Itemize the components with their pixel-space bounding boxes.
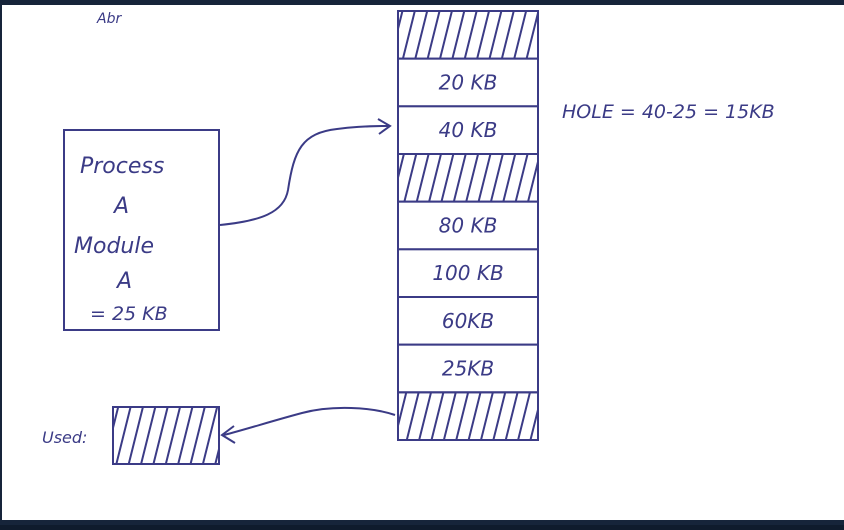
memory-block (397, 343, 539, 394)
memory-column: 20 KB 40 KB 80 KB 100 KB 60KB 25KB (397, 10, 539, 442)
memory-diagram: Abr 20 KB 40 KB 80 KB 100 KB 60KB 25KB HOLE =… (42, 10, 775, 465)
process-module-box (63, 129, 220, 331)
allocation-arrow-head (377, 118, 392, 135)
memory-block-label: 25KB (442, 357, 494, 381)
process-line-1: Process (80, 154, 164, 179)
memory-block (397, 105, 539, 156)
memory-block-label: 40 KB (439, 118, 498, 142)
memory-block-label: 60KB (442, 309, 494, 333)
allocation-arrow (219, 125, 389, 226)
process-line-3: Module (74, 234, 154, 259)
used-arrow (223, 406, 396, 436)
used-arrow-head (220, 425, 236, 444)
memory-block-used (397, 10, 539, 60)
process-line-4: A (115, 269, 132, 294)
process-line-2: A (112, 194, 129, 219)
memory-block-label: 100 KB (432, 261, 503, 285)
memory-block-label: 20 KB (439, 71, 498, 95)
process-size: = 25 KB (90, 303, 168, 325)
memory-block-used (397, 391, 539, 442)
memory-block-used (397, 153, 539, 203)
memory-block (397, 57, 539, 108)
used-label: Used: (42, 428, 87, 447)
used-legend-swatch (112, 406, 220, 465)
memory-block (397, 248, 539, 298)
hole-note: HOLE = 40-25 = 15KB (562, 101, 775, 123)
memory-block-label: 80 KB (439, 214, 498, 238)
header-scribble: Abr (96, 11, 122, 27)
